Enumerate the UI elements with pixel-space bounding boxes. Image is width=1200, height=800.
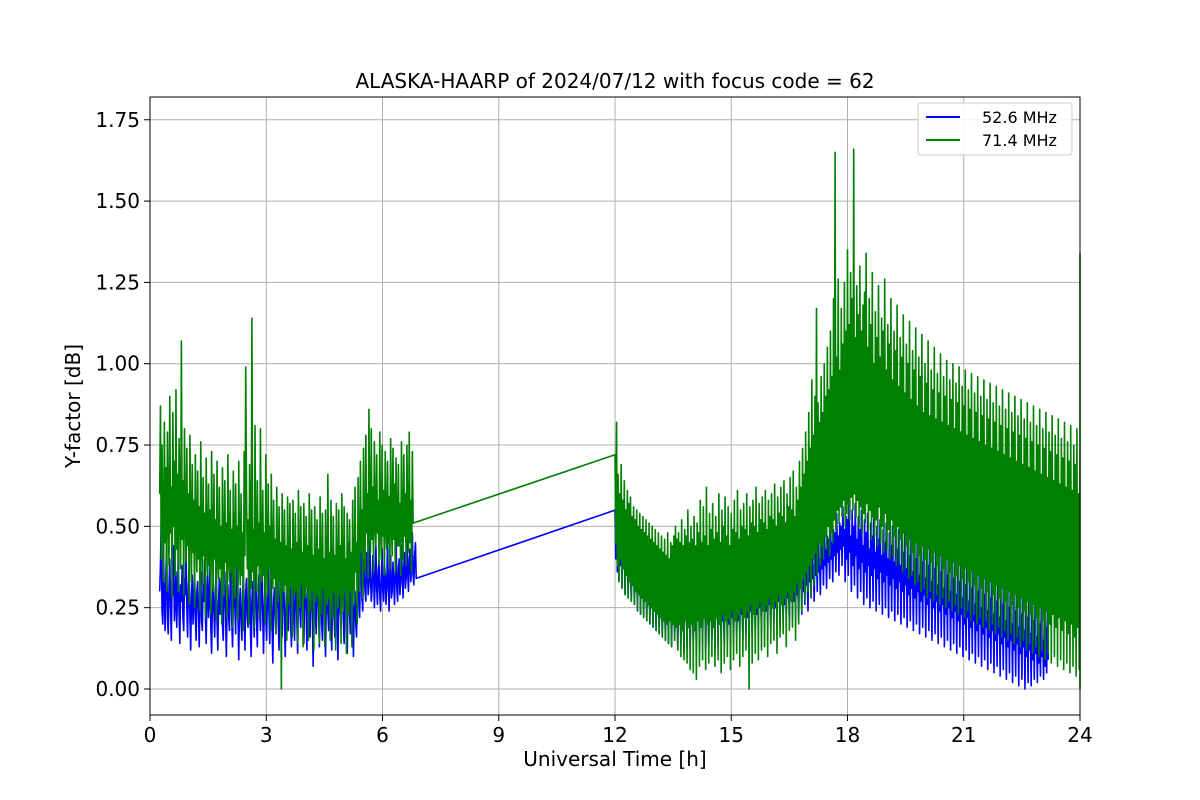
series-line-71-4-mhz <box>158 148 1081 690</box>
y-tick-label: 0.25 <box>95 596 140 620</box>
y-tick-label: 1.25 <box>95 270 140 294</box>
y-tick-label: 0.50 <box>95 514 140 538</box>
series-layer <box>158 148 1081 690</box>
y-tick-label: 0.00 <box>95 677 140 701</box>
y-tick-label: 1.00 <box>95 352 140 376</box>
y-tick-label: 1.50 <box>95 189 140 213</box>
y-tick-label: 0.75 <box>95 433 140 457</box>
y-tick-label: 1.75 <box>95 108 140 132</box>
x-axis-label: Universal Time [h] <box>523 747 706 771</box>
x-tick-label: 0 <box>144 723 157 747</box>
x-tick-label: 24 <box>1067 723 1092 747</box>
y-axis-label: Y-factor [dB] <box>61 344 85 469</box>
x-tick-label: 12 <box>602 723 627 747</box>
x-tick-label: 21 <box>951 723 976 747</box>
x-tick-label: 6 <box>376 723 389 747</box>
x-tick-label: 18 <box>835 723 860 747</box>
legend: 52.6 MHz 71.4 MHz <box>917 102 1073 156</box>
ticks: 0 3 6 9 12 15 18 21 24 0.00 0.25 0.50 0.75 1.00 1.25 1.… <box>95 108 1092 747</box>
x-tick-label: 15 <box>719 723 744 747</box>
x-tick-label: 3 <box>260 723 273 747</box>
x-tick-label: 9 <box>492 723 505 747</box>
legend-label-71-4-mhz: 71.4 MHz <box>982 131 1057 150</box>
legend-label-52-6-mhz: 52.6 MHz <box>982 108 1057 127</box>
chart-title: ALASKA-HAARP of 2024/07/12 with focus co… <box>355 69 874 93</box>
